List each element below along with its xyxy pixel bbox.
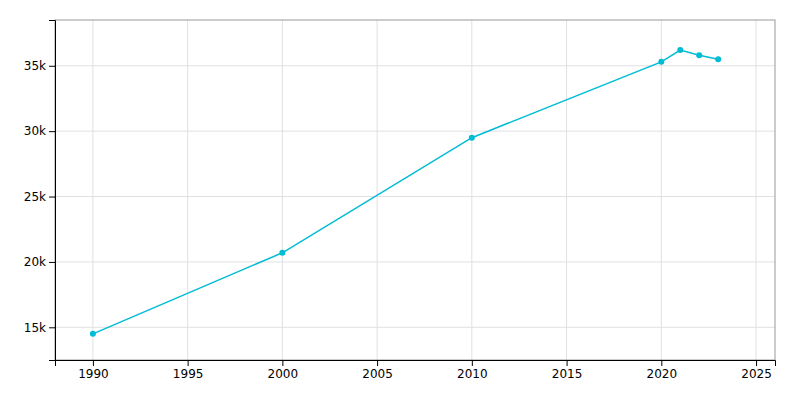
x-tick-mark — [93, 360, 94, 366]
x-tick-mark — [661, 360, 662, 366]
grid — [55, 20, 775, 360]
chart-svg: 1990 1995 2000 2005 2010 2015 2020 2025 15k 20k 25… — [0, 0, 800, 400]
line — [93, 50, 718, 334]
x-tick: 2005 — [362, 360, 393, 381]
x-tick: 2010 — [457, 360, 488, 381]
grid-line-x — [282, 20, 283, 360]
grid-line-x — [471, 20, 472, 360]
chart-container: 1990 1995 2000 2005 2010 2015 2020 2025 15k 20k 25… — [0, 0, 800, 400]
x-tick-label: 2010 — [457, 367, 488, 381]
x-tick: 2000 — [268, 360, 299, 381]
marker — [658, 59, 664, 65]
grid-line-x — [377, 20, 378, 360]
x-tick: 1990 — [78, 360, 109, 381]
axis-line — [49, 21, 56, 361]
y-tick-mark — [49, 327, 55, 328]
y-axis: 15k 20k 25k 30k 35k — [24, 21, 56, 361]
x-tick-label: 2020 — [647, 367, 678, 381]
x-tick: 2015 — [552, 360, 583, 381]
x-tick-label: 1995 — [173, 367, 204, 381]
y-tick-label: 25k — [24, 190, 46, 204]
x-tick-label: 2015 — [552, 367, 583, 381]
marker — [696, 52, 702, 58]
grid-line-x — [92, 20, 93, 360]
y-tick: 30k — [24, 124, 55, 138]
x-tick: 2020 — [647, 360, 678, 381]
y-tick: 35k — [24, 59, 55, 73]
marker — [469, 135, 475, 141]
grid-line-y — [55, 65, 775, 66]
grid-line-y — [55, 327, 775, 328]
y-tick-label: 35k — [24, 59, 46, 73]
y-tick-mark — [49, 66, 55, 67]
x-tick-mark — [377, 360, 378, 366]
y-tick-mark — [49, 262, 55, 263]
x-tick-mark — [472, 360, 473, 366]
y-tick: 20k — [24, 255, 55, 269]
marker — [677, 47, 683, 53]
x-tick-mark — [282, 360, 283, 366]
grid-line-x — [187, 20, 188, 360]
grid-line-y — [55, 261, 775, 262]
x-tick: 1995 — [173, 360, 204, 381]
y-tick: 25k — [24, 190, 55, 204]
y-tick-label: 15k — [24, 321, 46, 335]
x-tick-mark — [567, 360, 568, 366]
marker — [90, 331, 96, 337]
x-tick-mark — [188, 360, 189, 366]
x-tick-label: 2000 — [268, 367, 299, 381]
plot-frame — [55, 20, 775, 360]
x-tick: 2025 — [741, 360, 772, 381]
y-tick: 15k — [24, 321, 55, 335]
x-axis: 1990 1995 2000 2005 2010 2015 2020 2025 — [56, 360, 776, 381]
grid-line-y — [55, 196, 775, 197]
x-tick-mark — [756, 360, 757, 366]
grid-line-x — [661, 20, 662, 360]
y-tick-mark — [49, 197, 55, 198]
marker — [279, 250, 285, 256]
y-tick-mark — [49, 131, 55, 132]
marks — [90, 47, 721, 337]
axis-line — [56, 361, 776, 367]
y-tick-label: 20k — [24, 255, 46, 269]
grid-line-y — [55, 131, 775, 132]
x-tick-label: 2005 — [362, 367, 393, 381]
x-tick-label: 2025 — [741, 367, 772, 381]
grid-line-x — [756, 20, 757, 360]
marker — [715, 56, 721, 62]
plot-area: 1990 1995 2000 2005 2010 2015 2020 2025 15k 20k 25… — [24, 20, 776, 381]
grid-line-x — [566, 20, 567, 360]
y-tick-label: 30k — [24, 124, 46, 138]
x-tick-label: 1990 — [78, 367, 109, 381]
